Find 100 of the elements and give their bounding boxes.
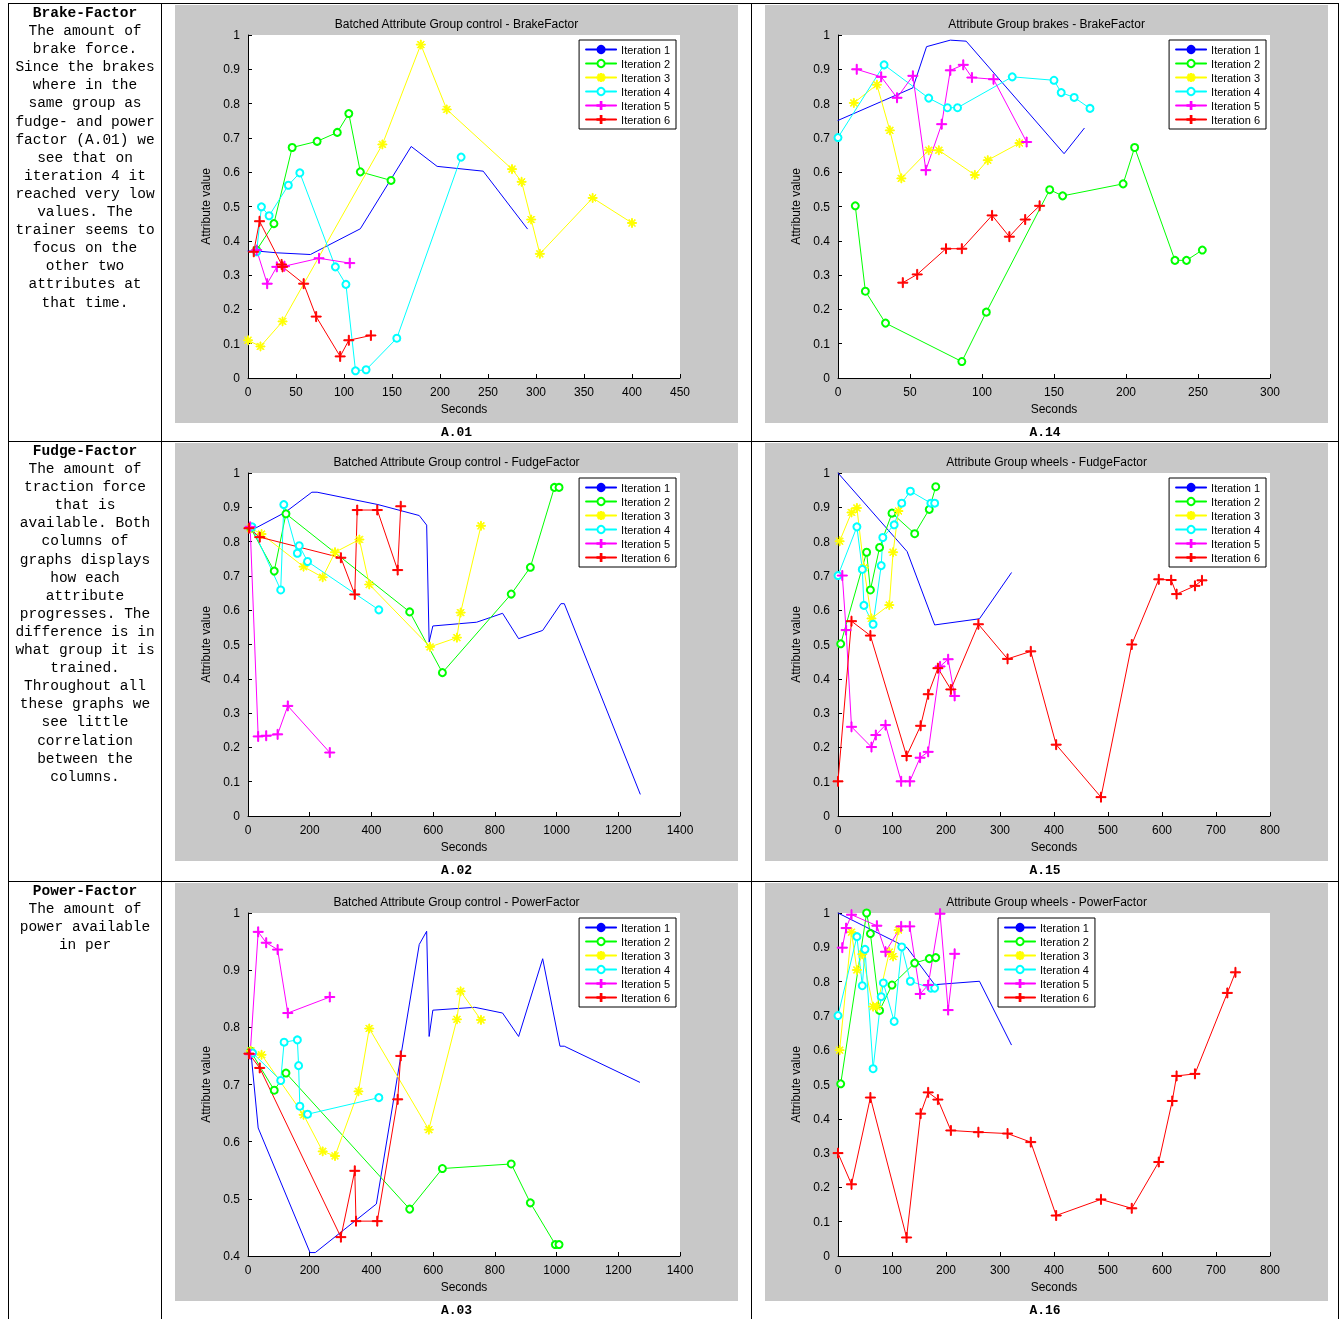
legend-label: Iteration 4 [621, 85, 670, 98]
y-axis-title: Attribute value [789, 167, 804, 245]
text: A.02 [439, 863, 474, 878]
y-tick-label: 0.3 [813, 706, 831, 721]
y-tick-label: 0.8 [223, 1020, 241, 1035]
text: Fudge-Factor [31, 442, 139, 461]
x-tick-label: 1200 [604, 823, 632, 837]
text: A.16 [1028, 1303, 1062, 1318]
chart-title: Batched Attribute Group control - BrakeFactor [334, 17, 579, 31]
y-tick-label: 0.6 [813, 165, 831, 180]
legend-label: Iteration 5 [1211, 99, 1260, 112]
x-tick-label: 100 [881, 1263, 903, 1277]
y-tick-label: 0 [823, 371, 831, 385]
y-tick-label: 0.8 [223, 534, 241, 549]
legend-label: Iteration 6 [1040, 991, 1089, 1004]
legend-label: Iteration 2 [1211, 57, 1260, 70]
y-axis-title: Attribute value [789, 1045, 804, 1123]
y-tick-label: 0.3 [223, 706, 241, 721]
x-tick-label: 200 [1115, 385, 1137, 399]
legend-label: Iteration 3 [621, 949, 670, 962]
y-tick-label: 0.7 [223, 568, 241, 583]
legend-label: Iteration 1 [1040, 921, 1089, 934]
y-tick-label: 1 [823, 466, 831, 480]
x-tick-label: 1000 [543, 1263, 571, 1277]
x-tick-label: 800 [484, 1263, 506, 1277]
legend-label: Iteration 6 [621, 991, 670, 1004]
legend-label: Iteration 5 [621, 99, 670, 112]
x-axis-title: Seconds [440, 839, 488, 854]
text: Brake-Factor [31, 4, 139, 23]
x-tick-label: 0 [834, 823, 842, 837]
legend-label: Iteration 1 [621, 921, 670, 934]
legend-label: Iteration 5 [1211, 537, 1260, 550]
y-tick-label: 0.1 [813, 774, 831, 789]
x-tick-label: 300 [1259, 385, 1281, 399]
legend-label: Iteration 5 [621, 537, 670, 550]
x-axis-title: Seconds [1030, 839, 1078, 854]
y-tick-label: 0.4 [223, 1249, 241, 1263]
y-axis-title: Attribute value [199, 605, 214, 683]
x-tick-label: 200 [299, 823, 321, 837]
x-tick-label: 0 [244, 823, 252, 837]
y-tick-label: 0.9 [223, 963, 241, 978]
y-tick-label: 0.6 [223, 1134, 241, 1149]
x-tick-label: 400 [361, 1263, 382, 1277]
x-tick-label: 1000 [543, 823, 571, 837]
y-axis-title: Attribute value [199, 1045, 214, 1123]
y-tick-label: 0 [823, 1249, 831, 1263]
legend-label: Iteration 2 [1040, 935, 1089, 948]
y-tick-label: 1 [823, 906, 831, 920]
text: The amount of brake force. Since the brakes where in the same group as fudge- and power factor (A.01) we see that on iteration 4 it reached very low values. The trainer seems to focus on the other two attributes at that time. [15, 23, 155, 311]
y-tick-label: 0.2 [223, 302, 241, 317]
x-tick-label: 800 [1259, 823, 1281, 837]
y-tick-label: 0.2 [223, 740, 241, 755]
y-tick-label: 0.3 [813, 268, 831, 283]
y-tick-label: 0 [823, 809, 831, 823]
y-tick-label: 0.6 [223, 603, 241, 618]
x-tick-label: 300 [989, 1263, 1011, 1277]
legend-label: Iteration 1 [621, 481, 670, 494]
x-axis-title: Seconds [440, 1279, 488, 1294]
text: A.03 [439, 1303, 474, 1318]
y-tick-label: 0.9 [813, 62, 831, 77]
x-tick-label: 1400 [666, 823, 694, 837]
y-tick-label: 0.4 [813, 671, 831, 686]
legend-label: Iteration 6 [621, 551, 670, 564]
y-tick-label: 0.9 [223, 62, 241, 77]
x-tick-label: 100 [333, 385, 355, 399]
y-tick-label: 0.8 [813, 534, 831, 549]
x-tick-label: 100 [971, 385, 993, 399]
x-tick-label: 100 [881, 823, 903, 837]
x-tick-label: 300 [989, 823, 1011, 837]
legend-label: Iteration 4 [1211, 85, 1260, 98]
x-tick-label: 200 [935, 823, 957, 837]
y-tick-label: 0.4 [813, 1111, 831, 1126]
y-tick-label: 0.5 [813, 199, 831, 214]
y-tick-label: 0.7 [223, 1077, 241, 1092]
y-tick-label: 1 [233, 466, 241, 480]
y-tick-label: 0.4 [813, 233, 831, 248]
x-tick-label: 0 [834, 385, 842, 399]
y-tick-label: 0.6 [223, 165, 241, 180]
legend-label: Iteration 3 [1211, 71, 1260, 84]
y-tick-label: 0.8 [813, 96, 831, 111]
y-tick-label: 0.8 [223, 96, 241, 111]
x-tick-label: 0 [834, 1263, 842, 1277]
x-tick-label: 400 [621, 385, 643, 399]
y-tick-label: 0.9 [813, 940, 831, 955]
y-tick-label: 0.1 [813, 1214, 831, 1229]
legend-label: Iteration 3 [1211, 509, 1260, 522]
legend-label: Iteration 2 [621, 57, 670, 70]
x-tick-label: 800 [484, 823, 506, 837]
text: The amount of power available in per [18, 900, 152, 955]
legend-label: Iteration 4 [1040, 963, 1089, 976]
text: The amount of traction force that is available. Both columns of graphs displays how each attribute progresses. The difference is in what group it is trained. Throughout all these graphs we see little correlation between the columns. [15, 461, 155, 785]
x-tick-label: 600 [423, 823, 444, 837]
y-tick-label: 0.7 [813, 130, 831, 145]
legend-label: Iteration 4 [621, 963, 670, 976]
y-tick-label: 0.3 [813, 1146, 831, 1161]
y-tick-label: 0.5 [813, 1077, 831, 1092]
y-tick-label: 0.2 [813, 302, 831, 317]
y-tick-label: 0.7 [813, 568, 831, 583]
legend-label: Iteration 4 [1211, 523, 1260, 536]
legend-label: Iteration 3 [1040, 949, 1089, 962]
